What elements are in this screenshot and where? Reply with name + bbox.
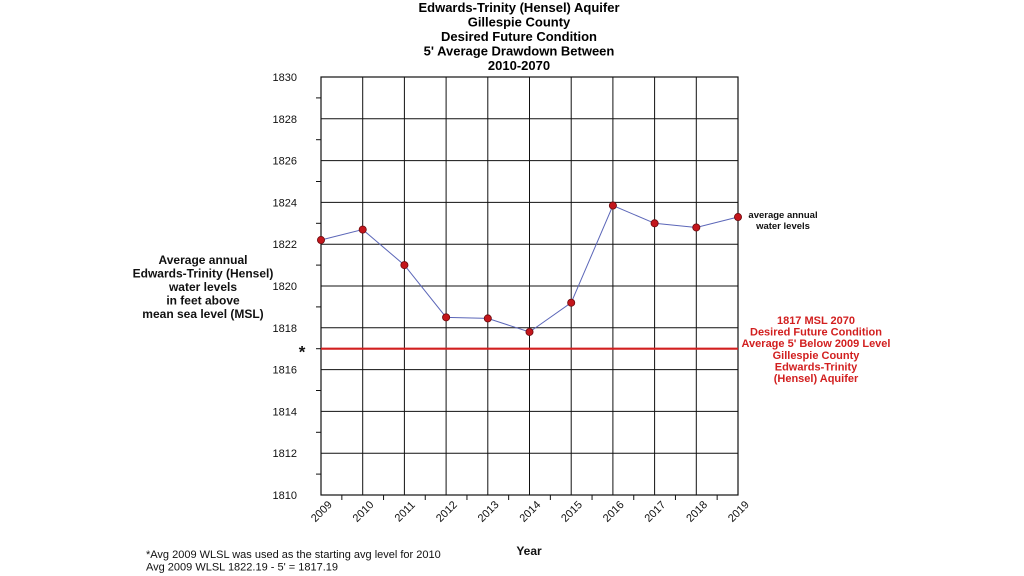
- data-point: [525, 327, 534, 336]
- y-axis-label-line: Edwards-Trinity (Hensel): [133, 267, 274, 281]
- reference-label-line: Desired Future Condition: [750, 327, 882, 339]
- y-tick-label: 1820: [273, 281, 297, 293]
- y-tick-label: 1818: [273, 323, 297, 335]
- y-axis-ticks: 1810 1812 1814 1816 1818 1820 1822 1824 1826 1828…: [273, 72, 297, 502]
- title-line: Edwards-Trinity (Hensel) Aquifer: [418, 0, 619, 15]
- data-point: [316, 236, 325, 245]
- x-tick-label: 2018: [684, 499, 710, 525]
- data-point: [567, 298, 576, 307]
- y-tick-label: 1826: [273, 156, 297, 168]
- x-tick-label: 2012: [434, 499, 460, 525]
- data-point: [400, 261, 409, 270]
- y-axis-label-line: Average annual: [159, 253, 248, 267]
- title-line: 5' Average Drawdown Between: [424, 44, 615, 59]
- y-axis-label-line: mean sea level (MSL): [142, 307, 263, 321]
- title-line: Gillespie County: [468, 15, 571, 30]
- title-line: 2010-2070: [488, 58, 550, 73]
- series-water-levels: [316, 201, 743, 336]
- data-point: [650, 219, 659, 228]
- footnotes: *Avg 2009 WLSL was used as the starting …: [146, 549, 441, 574]
- x-tick-label: 2013: [476, 499, 502, 525]
- reference-line-group: *: [299, 343, 738, 362]
- x-axis-ticks: 2009 2010 2011 2012 2013 2014 2015 2016 2017 2018…: [309, 499, 752, 525]
- x-tick-label: 2019: [726, 499, 752, 525]
- reference-label-line: 1817 MSL 2070: [777, 315, 855, 327]
- plot-grid: [316, 76, 739, 500]
- x-axis-label: Year: [516, 544, 542, 558]
- data-point: [358, 225, 367, 234]
- y-axis-label-line: water levels: [168, 280, 237, 294]
- x-tick-label: 2011: [393, 499, 418, 524]
- x-tick-label: 2009: [309, 499, 335, 525]
- y-tick-label: 1830: [273, 72, 297, 84]
- y-tick-label: 1814: [273, 406, 297, 418]
- data-point: [734, 213, 743, 222]
- footnote-line: *Avg 2009 WLSL was used as the starting …: [146, 549, 441, 561]
- x-tick-label: 2010: [351, 499, 377, 525]
- reference-label-line: Average 5' Below 2009 Level: [742, 338, 891, 350]
- y-tick-label: 1812: [273, 448, 297, 460]
- plot-frame: [320, 76, 739, 496]
- reference-marker: *: [299, 343, 306, 362]
- x-tick-label: 2017: [643, 499, 669, 525]
- data-point: [483, 314, 492, 323]
- x-tick-label: 2016: [601, 499, 627, 525]
- data-point: [608, 201, 617, 210]
- title-line: Desired Future Condition: [441, 29, 597, 44]
- reference-label-line: (Hensel) Aquifer: [774, 373, 859, 385]
- series-label-line: average annual: [748, 210, 817, 221]
- x-tick-label: 2014: [517, 499, 543, 525]
- reference-label-line: Edwards-Trinity: [775, 361, 858, 373]
- series-label-line: water levels: [755, 221, 810, 232]
- footnote-line: Avg 2009 WLSL 1822.19 - 5' = 1817.19: [146, 562, 338, 574]
- y-tick-label: 1824: [273, 197, 297, 209]
- x-tick-label: 2015: [559, 499, 585, 525]
- data-point: [692, 223, 701, 232]
- y-tick-label: 1822: [273, 239, 297, 251]
- y-tick-label: 1816: [273, 365, 297, 377]
- y-tick-label: 1828: [273, 114, 297, 126]
- data-point: [442, 313, 451, 322]
- chart-title: Edwards-Trinity (Hensel) AquiferGillespi…: [418, 0, 619, 73]
- reference-label-line: Gillespie County: [773, 350, 861, 362]
- y-tick-label: 1810: [273, 490, 297, 502]
- y-axis-label-line: in feet above: [166, 294, 240, 308]
